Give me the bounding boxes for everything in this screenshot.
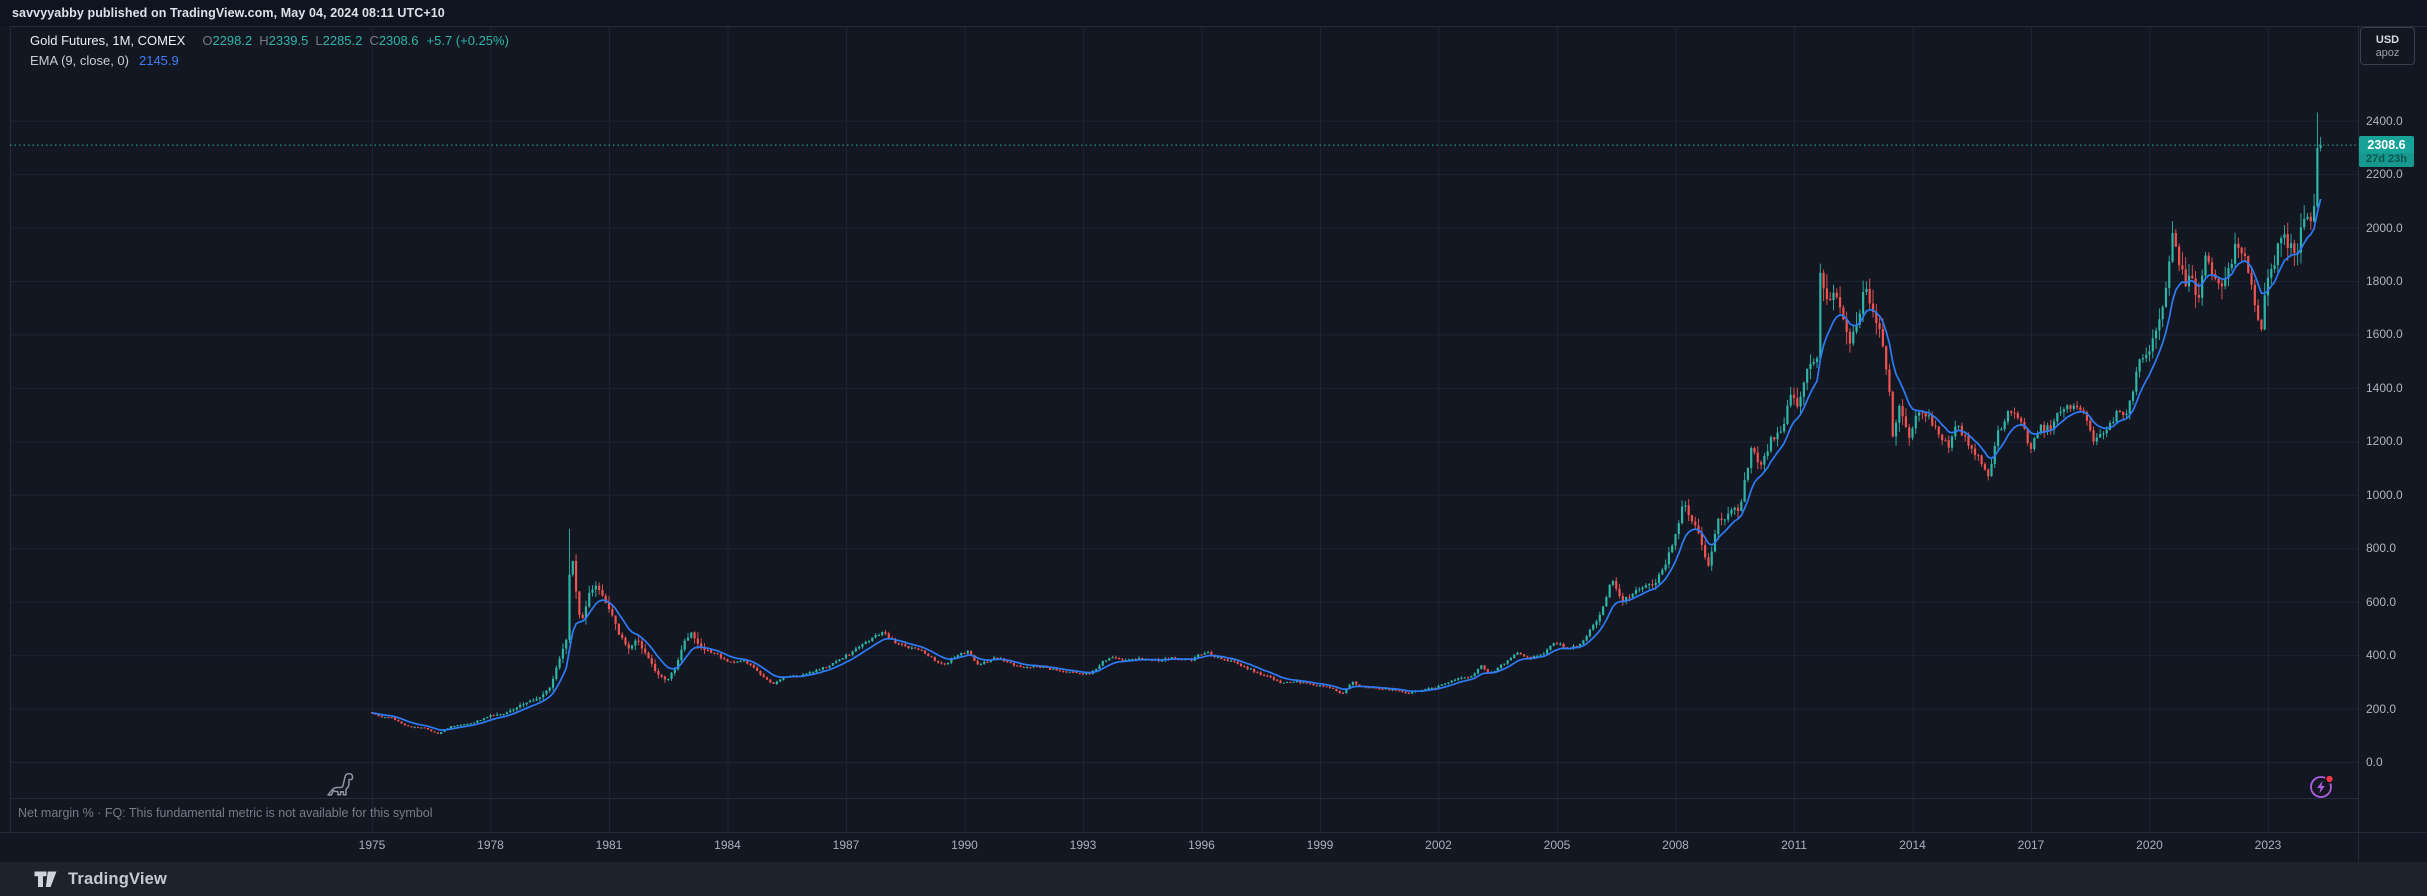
time-tick-label: 2017 — [2017, 838, 2045, 852]
price-tick-label: 400.0 — [2366, 648, 2397, 663]
time-tick-label: 1993 — [1069, 838, 1097, 852]
time-tick-label: 1981 — [595, 838, 623, 852]
bar-countdown: 27d 23h — [2359, 153, 2414, 168]
tradingview-logo-link[interactable]: TradingView — [34, 870, 167, 889]
low-label: L — [315, 33, 323, 48]
time-tick-label: 2020 — [2136, 838, 2163, 852]
time-tick-label: 2014 — [1899, 838, 1926, 852]
publish-header-bar: savvyyabby published on TradingView.com,… — [0, 0, 2427, 26]
footer-bar: TradingView — [0, 861, 2427, 896]
legend-ema-row[interactable]: EMA (9, close, 0) 2145.9 — [30, 51, 509, 71]
open-label: O — [202, 33, 213, 48]
time-tick-label: 1987 — [832, 838, 860, 852]
time-tick-label: 1996 — [1188, 838, 1215, 852]
close-value: 2308.6 — [378, 33, 419, 48]
lightning-circle-icon[interactable] — [2307, 772, 2337, 802]
currency-unit-selector[interactable]: USD apoz — [2360, 27, 2415, 65]
unit-label: apoz — [2375, 46, 2400, 59]
time-tick-label: 2011 — [1781, 838, 1807, 852]
low-value: 2285.2 — [322, 33, 363, 48]
time-tick-label: 2008 — [1662, 838, 1689, 852]
time-tick-label: 1990 — [951, 838, 978, 852]
candles-layer — [370, 112, 2322, 735]
time-tick-label: 2002 — [1425, 838, 1452, 852]
red-dot-badge — [2326, 775, 2333, 783]
last-price-value: 2308.6 — [2359, 136, 2414, 154]
price-tick-label: 2000.0 — [2366, 220, 2403, 235]
price-tick-label: 1200.0 — [2366, 434, 2403, 449]
high-value: 2339.5 — [268, 33, 309, 48]
price-tick-label: 1800.0 — [2366, 274, 2403, 289]
price-tick-label: 1400.0 — [2366, 380, 2403, 395]
ema-value: 2145.9 — [138, 53, 179, 68]
time-tick-label: 1978 — [477, 838, 504, 852]
ema-label: EMA (9, close, 0) — [30, 53, 129, 68]
currency-label: USD — [2375, 33, 2400, 46]
price-tick-label: 1000.0 — [2366, 487, 2403, 502]
publish-header-text: savvyyabby published on TradingView.com,… — [12, 6, 445, 20]
lightning-bolt-icon — [2317, 780, 2325, 794]
dinosaur-icon — [327, 772, 354, 796]
change-value: +5.7 (+0.25%) — [426, 33, 509, 48]
grid-lines — [10, 26, 2358, 832]
close-label: C — [369, 33, 379, 48]
time-tick-label: 1975 — [358, 838, 386, 852]
price-tick-label: 2400.0 — [2366, 113, 2403, 128]
time-tick-label: 1984 — [714, 838, 741, 852]
time-tick-label: 2023 — [2254, 838, 2282, 852]
price-tick-label: 200.0 — [2366, 701, 2397, 716]
price-tick-label: 2200.0 — [2366, 167, 2403, 182]
tradingview-logo-text: TradingView — [68, 870, 168, 888]
ema-line — [371, 198, 2322, 731]
tradingview-logo-icon — [34, 871, 57, 887]
price-tick-label: 0.0 — [2366, 755, 2383, 769]
chart-legend: Gold Futures, 1M, COMEX O2298.2 H2339.5 L22… — [30, 31, 509, 71]
time-tick-label: 2005 — [1543, 838, 1571, 852]
symbol-title[interactable]: Gold Futures, 1M, COMEX — [30, 33, 186, 48]
price-tick-label: 800.0 — [2366, 541, 2397, 556]
time-tick-label: 1999 — [1306, 838, 1334, 852]
price-tick-label: 1600.0 — [2366, 327, 2403, 342]
last-price-badge: 2308.6 27d 23h — [2359, 136, 2414, 168]
open-value: 2298.2 — [212, 33, 253, 48]
legend-symbol-row[interactable]: Gold Futures, 1M, COMEX O2298.2 H2339.5 L22… — [30, 31, 509, 51]
price-tick-label: 600.0 — [2366, 594, 2397, 609]
fundamental-status-text: Net margin % · FQ: This fundamental metr… — [18, 806, 433, 820]
high-label: H — [259, 33, 269, 48]
